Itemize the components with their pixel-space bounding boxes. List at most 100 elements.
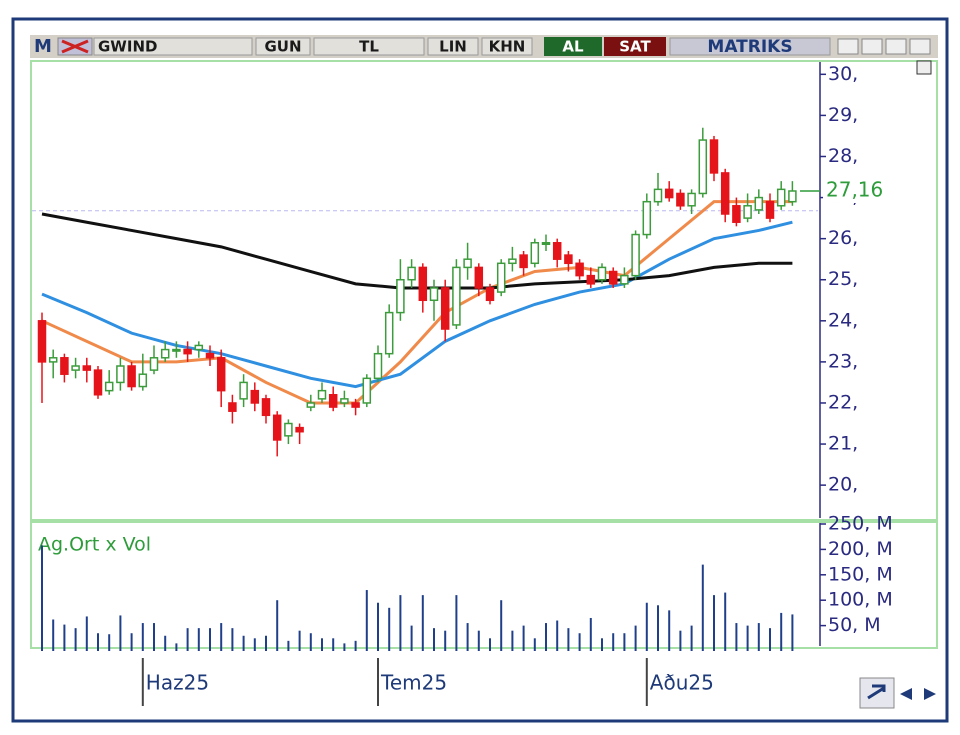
x-tick-label: Haz25: [146, 671, 209, 695]
candle-body: [48, 357, 58, 363]
candle-body: [82, 365, 92, 371]
sell: SAT: [619, 38, 651, 56]
candle-body: [429, 287, 439, 302]
candle-body: [194, 344, 204, 351]
menu-button[interactable]: [837, 38, 859, 55]
candle-body: [138, 373, 148, 388]
candle-body: [216, 357, 226, 392]
candle-body: [552, 242, 562, 260]
candle-body: [508, 258, 517, 265]
symbol-field[interactable]: [93, 37, 253, 56]
buy-button[interactable]: [544, 37, 602, 56]
candle-body: [485, 287, 495, 302]
candle-body: [373, 352, 383, 380]
candle-body: [261, 398, 271, 417]
volume-tick-label: 50, M: [828, 614, 881, 636]
currency: TL: [359, 38, 379, 56]
candle-body: [205, 352, 215, 359]
candle-body: [698, 139, 708, 195]
candle-body: [452, 266, 461, 326]
candle-body: [239, 381, 248, 400]
candle-body: [272, 414, 282, 441]
candle-body: [418, 266, 428, 302]
last-price-bg: [823, 178, 895, 203]
candle-body: [250, 389, 260, 404]
candle-body: [149, 357, 159, 371]
volume-tick-label: 100, M: [828, 589, 893, 611]
brand: MATRIKS: [707, 37, 792, 57]
candle-body: [317, 389, 327, 400]
candle-body: [642, 200, 652, 236]
candle-body: [709, 139, 719, 174]
candle-body: [295, 426, 304, 433]
y-tick-label: 28,: [828, 145, 858, 167]
maximize-button[interactable]: [885, 38, 907, 55]
moving-average: [41, 220, 793, 389]
volume-title: Ag.Ort x Vol: [38, 534, 151, 556]
candle-body: [765, 200, 775, 219]
y-tick-label: 30,: [828, 63, 858, 85]
candle-body: [228, 402, 237, 412]
symbol: GWIND: [98, 38, 157, 56]
candle-body: [788, 190, 797, 203]
candle-body: [93, 369, 103, 396]
candle-body: [172, 348, 181, 352]
refresh-icon: [867, 684, 886, 700]
candle-body: [575, 262, 584, 277]
panel-button[interactable]: [916, 60, 932, 75]
candle-body: [586, 274, 596, 285]
candle-body: [351, 402, 360, 408]
candle-body: [519, 254, 528, 269]
candle-body: [60, 357, 69, 375]
candle-body: [597, 266, 607, 281]
period-button[interactable]: [255, 37, 311, 56]
y-tick-label: 22,: [828, 391, 858, 413]
candle-body: [474, 266, 484, 289]
volume-tick-label: 250, M: [828, 513, 893, 535]
candle-body: [496, 262, 506, 293]
candle-body: [407, 266, 416, 281]
candle-body: [104, 381, 114, 392]
minimize-button[interactable]: [861, 38, 883, 55]
candle-body: [340, 398, 349, 404]
brand-box: [669, 37, 831, 56]
period: GUN: [264, 38, 301, 56]
logo: M: [34, 36, 52, 57]
scroll-arrows[interactable]: [900, 688, 936, 700]
candle-body: [687, 192, 696, 207]
candle-body: [127, 365, 136, 388]
candle-body: [160, 348, 170, 359]
sell-button[interactable]: [604, 37, 666, 56]
last-price-label: 27,16: [826, 177, 883, 201]
volume-panel: [30, 521, 938, 649]
candle-body: [37, 320, 47, 363]
candle-body: [564, 254, 573, 265]
scale-button[interactable]: [427, 37, 479, 56]
candle-body: [743, 205, 752, 219]
candle-body: [328, 394, 338, 408]
candle-body: [720, 172, 730, 215]
candle-body: [754, 196, 764, 211]
y-tick-label: 21,: [828, 433, 858, 455]
y-tick-label: 29,: [828, 104, 858, 126]
mode: KHN: [489, 38, 526, 56]
candle-body: [608, 270, 618, 285]
mode-button[interactable]: [481, 37, 533, 56]
y-tick-label: 25,: [828, 268, 858, 290]
candle-body: [620, 274, 629, 285]
y-tick-label: 24,: [828, 309, 858, 331]
y-tick-label: 26,: [828, 227, 858, 249]
candle-body: [732, 205, 741, 223]
candle-body: [631, 233, 640, 277]
currency-button[interactable]: [313, 37, 425, 56]
scale: LIN: [439, 38, 467, 56]
candle-body: [530, 242, 540, 265]
candle-body: [71, 365, 80, 371]
volume-tick-label: 200, M: [828, 538, 893, 560]
candle-body: [541, 242, 551, 246]
volume-tick-label: 150, M: [828, 563, 893, 585]
close-button[interactable]: [909, 38, 931, 55]
candle-body: [183, 348, 192, 355]
flag-cross: [61, 39, 89, 54]
buy: AL: [562, 38, 584, 56]
